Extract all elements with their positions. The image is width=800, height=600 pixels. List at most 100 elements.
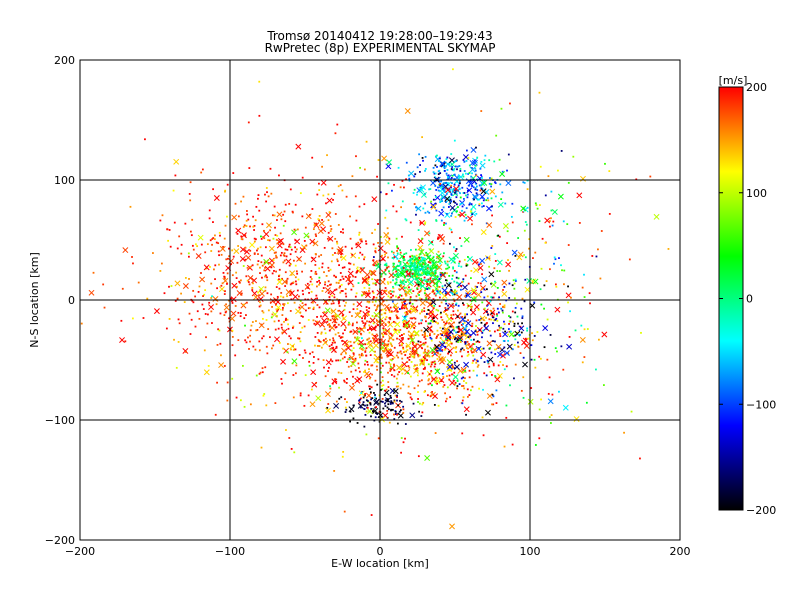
scatter-point-dot	[433, 361, 436, 364]
scatter-point-dot	[459, 237, 461, 240]
scatter-point-dot	[461, 385, 463, 387]
scatter-point-x	[601, 331, 608, 338]
scatter-point-dot	[502, 289, 504, 291]
scatter-point-dot	[373, 264, 376, 267]
scatter-point-dot	[464, 313, 467, 316]
scatter-point-dot	[439, 350, 442, 352]
scatter-point-x	[430, 203, 437, 210]
scatter-point-dot	[512, 335, 515, 337]
scatter-point-dot	[402, 408, 405, 411]
scatter-point-dot	[415, 342, 418, 345]
scatter-point-dot	[236, 232, 239, 235]
scatter-point-dot	[263, 393, 266, 395]
scatter-point-dot	[393, 399, 396, 402]
scatter-point-dot	[329, 268, 332, 271]
scatter-point-dot	[508, 282, 511, 285]
scatter-point-dot	[168, 285, 170, 288]
scatter-point-dot	[439, 201, 442, 204]
scatter-point-dot	[341, 339, 344, 342]
scatter-point-dot	[422, 207, 425, 210]
scatter-point-dot	[412, 402, 415, 405]
scatter-point-dot	[418, 294, 420, 296]
scatter-point-dot	[464, 370, 466, 373]
scatter-point-dot	[272, 259, 275, 261]
scatter-point-dot	[475, 325, 477, 327]
scatter-point-dot	[391, 334, 393, 337]
scatter-point-dot	[381, 400, 384, 403]
scatter-point-dot	[430, 394, 433, 397]
scatter-point-x	[387, 321, 394, 328]
scatter-point-dot	[419, 290, 422, 292]
scatter-point-dot	[574, 329, 577, 332]
scatter-point-dot	[455, 331, 458, 334]
scatter-point-dot	[490, 282, 492, 285]
scatter-point-dot	[395, 354, 398, 357]
scatter-point-dot	[440, 316, 443, 319]
scatter-point-dot	[437, 352, 440, 355]
scatter-point-dot	[389, 370, 392, 372]
scatter-point-dot	[467, 395, 469, 398]
scatter-point-dot	[307, 307, 310, 310]
scatter-point-dot	[454, 165, 457, 168]
scatter-point-dot	[385, 264, 388, 267]
scatter-point-dot	[389, 363, 392, 366]
scatter-point-dot	[323, 366, 325, 369]
scatter-point-dot	[423, 254, 426, 257]
scatter-point-x	[365, 292, 371, 299]
scatter-point-dot	[368, 284, 371, 286]
scatter-point-dot	[92, 271, 95, 274]
scatter-point-x	[241, 232, 247, 239]
scatter-point-x	[420, 191, 427, 198]
scatter-point-dot	[409, 299, 411, 302]
scatter-point-dot	[351, 247, 353, 250]
scatter-point-dot	[397, 247, 400, 250]
scatter-point-x	[258, 322, 265, 329]
scatter-point-dot	[454, 351, 457, 353]
scatter-point-dot	[447, 182, 449, 184]
scatter-point-dot	[364, 314, 366, 317]
scatter-point-dot	[322, 359, 325, 361]
scatter-point-dot	[396, 252, 399, 255]
scatter-point-dot	[249, 265, 252, 268]
scatter-point-dot	[360, 392, 363, 394]
scatter-point-dot	[352, 352, 355, 354]
scatter-point-dot	[370, 407, 373, 410]
scatter-point-dot	[212, 221, 214, 224]
scatter-point-dot	[386, 344, 389, 346]
scatter-point-dot	[404, 290, 406, 293]
scatter-point-x	[268, 245, 275, 252]
scatter-point-x	[246, 264, 253, 271]
scatter-point-dot	[381, 379, 384, 382]
scatter-point-dot	[435, 189, 438, 191]
scatter-point-dot	[326, 237, 329, 240]
scatter-point-dot	[375, 397, 377, 400]
scatter-point-dot	[396, 413, 398, 416]
scatter-point-dot	[478, 203, 481, 206]
scatter-point-dot	[430, 272, 432, 275]
scatter-point-dot	[466, 354, 469, 357]
scatter-point-dot	[458, 214, 461, 216]
scatter-point-dot	[448, 203, 451, 205]
scatter-point-dot	[448, 242, 451, 245]
scatter-point-dot	[345, 195, 348, 198]
scatter-point-dot	[318, 189, 321, 191]
scatter-point-dot	[285, 429, 287, 431]
scatter-point-dot	[284, 271, 287, 274]
scatter-point-dot	[453, 261, 456, 264]
scatter-point-dot	[429, 274, 432, 277]
scatter-point-dot	[299, 394, 302, 397]
scatter-point-dot	[521, 297, 524, 300]
scatter-point-x	[325, 359, 332, 366]
scatter-point-dot	[519, 352, 522, 355]
scatter-point-dot	[384, 263, 387, 266]
scatter-point-dot	[458, 321, 461, 324]
scatter-point-dot	[412, 355, 415, 358]
scatter-point-x	[400, 270, 406, 277]
scatter-point-dot	[494, 182, 497, 185]
scatter-point-dot	[399, 329, 402, 331]
scatter-point-dot	[403, 259, 406, 261]
scatter-point-dot	[431, 361, 434, 364]
scatter-point-dot	[428, 211, 431, 214]
scatter-point-dot	[312, 308, 315, 311]
